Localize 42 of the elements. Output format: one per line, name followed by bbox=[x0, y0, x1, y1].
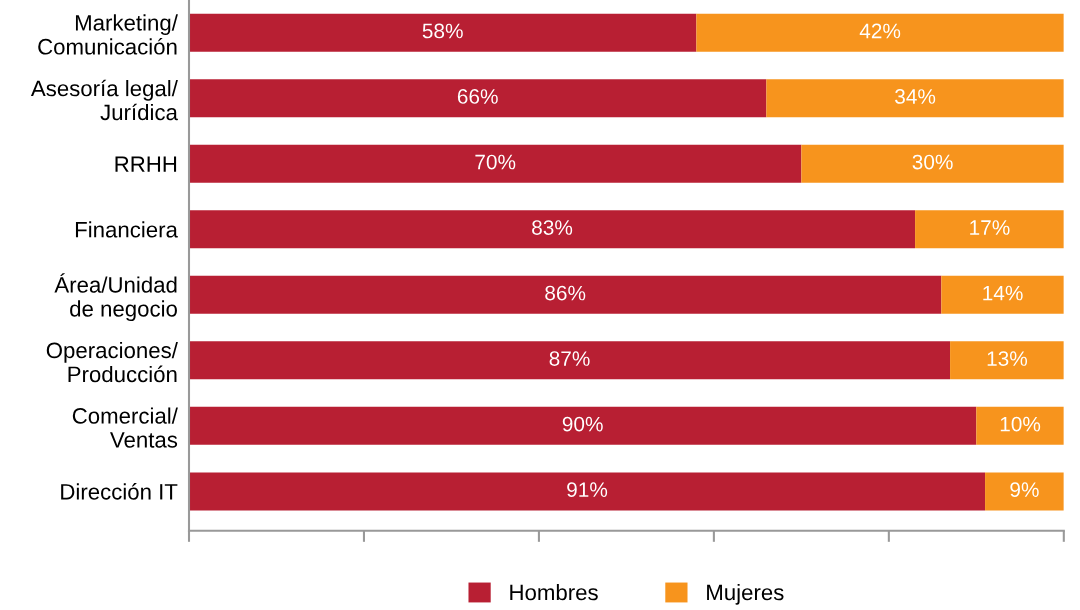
bar bbox=[189, 144, 802, 183]
bar bbox=[189, 472, 986, 511]
data-label: 13% bbox=[987, 351, 1028, 366]
bar bbox=[189, 79, 767, 118]
bar bbox=[189, 275, 942, 314]
data-label: 9% bbox=[1010, 482, 1039, 497]
bar bbox=[189, 406, 977, 445]
y-tick-label: Asesoría legal/ Jurídica bbox=[30, 79, 178, 121]
data-label: 90% bbox=[562, 416, 603, 432]
y-tick-label: Financiera bbox=[75, 221, 178, 238]
data-label: 91% bbox=[567, 482, 608, 497]
bar bbox=[950, 341, 1064, 380]
legend-label: Hombres bbox=[510, 583, 598, 601]
y-tick-label: Dirección IT bbox=[61, 483, 178, 500]
data-label: 34% bbox=[895, 89, 936, 104]
bar bbox=[766, 79, 1064, 118]
data-label: 17% bbox=[970, 220, 1010, 235]
bar bbox=[189, 341, 951, 380]
bar bbox=[976, 406, 1064, 445]
bar bbox=[189, 210, 916, 249]
bar bbox=[985, 472, 1064, 511]
data-label: 83% bbox=[532, 220, 573, 235]
bar bbox=[915, 210, 1064, 249]
data-label: 10% bbox=[1000, 416, 1041, 432]
y-tick-label: Área/Unidad de negocio bbox=[54, 273, 177, 322]
y-tick-label: RRHH bbox=[115, 156, 177, 172]
data-label: 70% bbox=[475, 154, 516, 170]
legend-label: Mujeres bbox=[707, 583, 784, 605]
bar bbox=[941, 275, 1064, 314]
data-label: 14% bbox=[983, 285, 1023, 301]
data-label: 42% bbox=[859, 23, 901, 39]
bar bbox=[696, 13, 1064, 52]
y-tick-label: Operaciones/ Producción bbox=[46, 341, 178, 383]
data-label: 58% bbox=[422, 23, 463, 39]
data-label: 87% bbox=[549, 351, 590, 366]
data-label: 66% bbox=[457, 89, 498, 104]
data-label: 86% bbox=[545, 285, 586, 301]
data-label: 30% bbox=[912, 154, 953, 170]
bar bbox=[801, 144, 1064, 183]
y-tick-label: Comercial/ Ventas bbox=[72, 407, 178, 448]
bar bbox=[189, 13, 697, 52]
y-tick-label: Marketing/ Comunicación bbox=[38, 14, 178, 55]
